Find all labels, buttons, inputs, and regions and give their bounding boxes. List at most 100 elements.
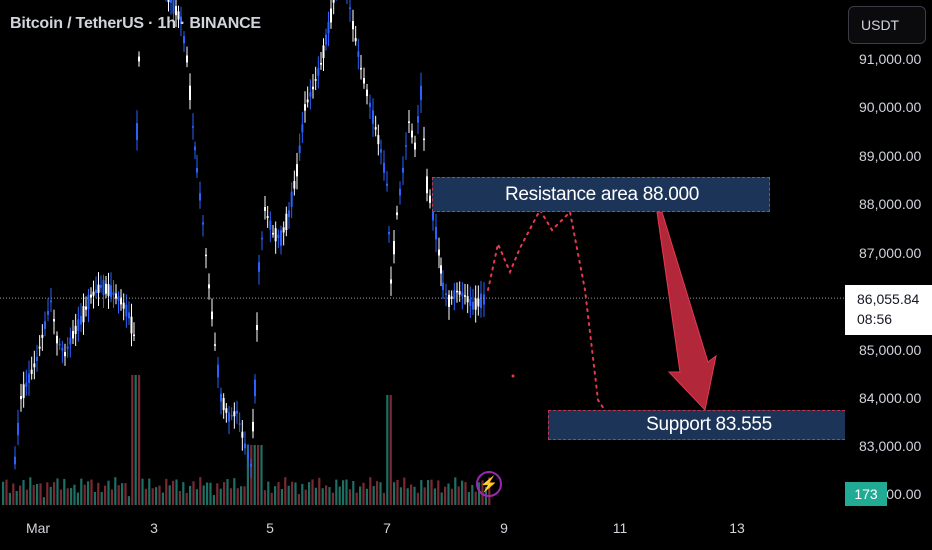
volume-bar (478, 482, 481, 505)
volume-bar (199, 477, 202, 505)
candle-body (22, 384, 25, 398)
volume-bar (233, 478, 236, 505)
candle-body (306, 99, 309, 103)
volume-bar (311, 479, 314, 505)
resistance-label: Resistance area 88.000 (504, 184, 700, 205)
volume-bar (202, 485, 205, 505)
candle-body (82, 306, 85, 323)
time-tick: 5 (266, 520, 274, 536)
volume-bar (29, 477, 32, 505)
volume-bar (447, 483, 450, 505)
volume-bar (22, 480, 25, 505)
candle-body (92, 291, 95, 296)
price-tick: 88,000.00 (859, 196, 922, 212)
candle-body (388, 231, 390, 235)
volume-bar (369, 477, 372, 505)
price-chart[interactable] (0, 0, 845, 516)
candle-body (122, 302, 125, 309)
volume-bar (430, 479, 433, 505)
volume-bar (280, 488, 283, 505)
candle-body (405, 145, 407, 147)
candle-body (390, 279, 392, 284)
volume-bar (253, 445, 256, 505)
volume-bar (454, 477, 457, 505)
candle-body (230, 414, 233, 417)
volume-bar (236, 488, 239, 505)
candle-body (199, 193, 201, 201)
forecast-arrow (656, 211, 717, 412)
candle-body (466, 296, 469, 303)
volume-bar (246, 445, 249, 505)
candle-body (110, 285, 112, 298)
currency-button[interactable]: USDT (848, 6, 926, 44)
candle-body (372, 110, 374, 124)
volume-bar (219, 488, 222, 505)
time-tick: 13 (729, 520, 745, 536)
candle-body (332, 0, 335, 3)
bar-countdown: 08:56 (857, 311, 893, 327)
volume-bar (80, 478, 83, 505)
volume-bar (277, 482, 280, 505)
volume-bar (243, 486, 246, 505)
volume-bar (151, 488, 154, 505)
candle-body (180, 16, 182, 24)
candle-body (393, 241, 395, 255)
volume-bar (396, 479, 399, 505)
price-tick: 85,000.00 (859, 342, 922, 358)
candle-body (50, 300, 52, 303)
candle-body (377, 135, 380, 145)
volume-bar (437, 480, 440, 505)
volume-bar (314, 487, 317, 505)
volume-bar (83, 484, 86, 505)
candle-body (130, 316, 133, 334)
volume-bar (406, 488, 409, 505)
volume-bar (148, 478, 151, 505)
volume-bar (59, 489, 62, 505)
volume-bar (87, 481, 90, 505)
volume-bar (297, 493, 300, 505)
candle-body (274, 228, 277, 242)
lightning-icon[interactable]: ⚡ (476, 471, 502, 497)
resistance-zone[interactable] (432, 177, 770, 212)
candle-body (469, 299, 472, 306)
volume-bar (308, 482, 311, 505)
candle-body (112, 292, 115, 295)
volume-bar (66, 488, 69, 505)
volume-bar (372, 486, 375, 505)
volume-bar (450, 488, 453, 505)
candle-body (30, 369, 33, 375)
candle-body (369, 102, 371, 108)
volume-bar (185, 492, 188, 505)
candle-body (354, 38, 357, 42)
candle-body (61, 347, 64, 351)
candle-body (20, 396, 22, 400)
candle-body (100, 285, 102, 288)
candle-body (445, 293, 447, 295)
candle-body (58, 343, 61, 346)
support-zone[interactable] (548, 410, 845, 440)
volume-bar (195, 489, 198, 505)
candle-body (261, 237, 263, 240)
volume-bar (182, 482, 185, 505)
candle-body (258, 262, 260, 272)
volume-bar (410, 484, 413, 505)
candle-body (28, 373, 30, 383)
candle-body (69, 337, 72, 345)
candle-body (380, 149, 382, 153)
candle-body (458, 290, 461, 295)
candle-body (442, 282, 444, 290)
candle-body (222, 398, 225, 411)
volume-bar (386, 395, 389, 505)
volume-bar (76, 492, 79, 505)
chart-area[interactable]: Bitcoin / TetherUS · 1h · BINANCE Resist… (0, 0, 845, 516)
volume-bar (36, 483, 39, 505)
time-axis[interactable]: Mar 3 5 7 9 11 13 (0, 516, 845, 550)
volume-bar (260, 445, 263, 505)
volume-bar (263, 490, 266, 505)
candle-body (66, 346, 69, 349)
volume-bar (427, 480, 430, 505)
candle-body (464, 295, 466, 297)
candle-body (128, 312, 130, 319)
candle-body (189, 85, 191, 101)
price-axis[interactable]: 91,000.00 90,000.00 89,000.00 88,000.00 … (845, 0, 932, 516)
